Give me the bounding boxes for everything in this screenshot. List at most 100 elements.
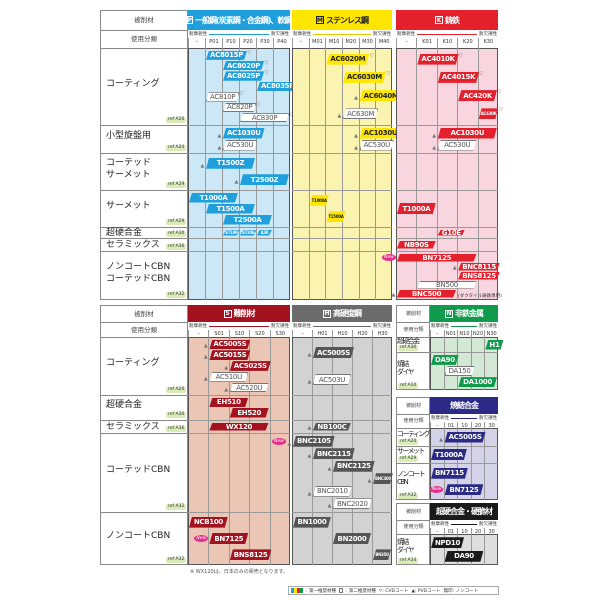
grade-ac5025s[interactable]: AC5025S — [230, 361, 271, 371]
grade-eh520[interactable]: EH520 — [230, 408, 269, 418]
grade-ac6030m[interactable]: AC6030M — [343, 72, 386, 83]
grade-bn2000[interactable]: BN2000 — [333, 533, 371, 544]
grade-ac5005s[interactable]: AC5005S — [445, 432, 486, 443]
grade-ac630m[interactable]: AC630M — [343, 108, 378, 119]
cvd-coat-icon: ▽ — [499, 107, 503, 114]
grade-bnc2105[interactable]: BNC2105 — [293, 436, 335, 447]
grade-ac4010k[interactable]: AC4010K — [417, 54, 458, 65]
grade-ncb100[interactable]: NCB100 — [189, 517, 228, 528]
grid-line — [292, 190, 392, 191]
grade-bn7115[interactable]: BN7115 — [431, 468, 468, 479]
grade-bnc8115[interactable]: BNC8115 — [458, 263, 500, 271]
page-ref: ref A29 — [398, 456, 419, 462]
grade-nb90s[interactable]: NB90S — [397, 241, 436, 249]
grid-line — [292, 395, 392, 396]
grade-da90[interactable]: DA90 — [431, 355, 459, 365]
grade-bn500[interactable]: BN500 — [417, 281, 476, 289]
pvd-coat-icon: ▲ — [217, 144, 222, 151]
grade-ac810p[interactable]: AC810P — [206, 92, 239, 101]
wear-chipping-arrow: 耐摩耗性 耐欠損性 — [430, 520, 498, 528]
grade-ac1030u[interactable]: AC1030U — [223, 128, 265, 139]
wear-label: 耐摩耗性 — [189, 324, 207, 329]
grade-ac820p[interactable]: AC820P — [223, 103, 256, 112]
grade-bn350[interactable]: BN350 — [373, 549, 391, 560]
grade-ac8020p[interactable]: AC8020P — [223, 61, 264, 70]
row-label: コーティング — [397, 429, 431, 438]
cvd-coat-icon: ▽ — [497, 89, 502, 96]
grade-bnc500[interactable]: BNC500 — [397, 290, 456, 298]
grade-da90[interactable]: DA90 — [445, 551, 484, 562]
grade-da1000[interactable]: DA1000 — [458, 377, 497, 387]
grade-ac8015p[interactable]: AC8015P — [206, 51, 247, 60]
divider — [100, 322, 188, 323]
grade-npd10[interactable]: NPD10 — [431, 537, 464, 548]
grade-ac1030u[interactable]: AC1030U — [360, 128, 402, 139]
grade-ac5005s[interactable]: AC5005S — [313, 347, 354, 358]
material-code-icon: P — [186, 16, 194, 24]
grade-bn7125[interactable]: BN7125 — [445, 484, 484, 495]
grade-ac4015k[interactable]: AC4015K — [438, 72, 479, 83]
arrow-line — [209, 33, 269, 35]
grade-ac1030u[interactable]: AC1030U — [438, 128, 497, 139]
material-code-icon: M — [316, 16, 324, 24]
grade-ac6040m[interactable]: AC6040M — [360, 90, 403, 101]
grade-st20e[interactable]: ST20E — [242, 230, 255, 235]
grade-bns8125[interactable]: BNS8125 — [458, 272, 500, 280]
grade-ac8035p[interactable]: AC8035P — [257, 82, 298, 91]
new-badge: New — [429, 486, 444, 494]
grade-bnc300[interactable]: BNC300 — [373, 473, 393, 484]
grade-ac530u[interactable]: AC530U — [360, 140, 394, 151]
pvd-coat-icon: ▲ — [307, 490, 312, 497]
grade-da150[interactable]: DA150 — [445, 366, 475, 376]
grade-g10e[interactable]: G10E — [438, 230, 465, 236]
grade-ac5015s[interactable]: AC5015S — [209, 350, 250, 360]
grade-ac5005s[interactable]: AC5005S — [209, 340, 250, 350]
grade-bnc2125[interactable]: BNC2125 — [333, 461, 375, 472]
grade-bns8125[interactable]: BNS8125 — [230, 549, 272, 560]
grade-ac530u[interactable]: AC530U — [223, 140, 257, 151]
grade-t1500z[interactable]: T1500Z — [206, 158, 255, 169]
chipping-label: 耐欠損性 — [479, 416, 497, 421]
grid-line — [396, 190, 498, 191]
legend-cvd: ▽: CVDコート — [378, 588, 409, 594]
grade-a30[interactable]: A30 — [257, 230, 272, 236]
grade-wx120[interactable]: WX120 — [209, 423, 268, 431]
grade-st10p[interactable]: ST10P — [225, 230, 238, 235]
grade-ac520u[interactable]: AC520U — [230, 383, 269, 393]
grade-bnc2020[interactable]: BNC2020 — [333, 498, 372, 509]
grade-ac510u[interactable]: AC510U — [209, 372, 248, 382]
grade-bn7125[interactable]: BN7125 — [209, 533, 248, 544]
grade-t1000a[interactable]: T1000A — [189, 193, 238, 203]
grade-t2500a[interactable]: T2500A — [223, 215, 272, 225]
page-ref-code: A34 — [407, 383, 417, 388]
page-ref: ref A32 — [166, 292, 187, 298]
wear-label: 耐摩耗性 — [189, 32, 207, 37]
grade-eh510[interactable]: EH510 — [209, 398, 248, 408]
grade-t1000a[interactable]: T1000A — [431, 449, 467, 460]
grade-t1500a[interactable]: T1500A — [326, 211, 345, 222]
grade-bn1000[interactable]: BN1000 — [293, 517, 331, 528]
column-code: – — [430, 528, 444, 535]
grade-h1[interactable]: H1 — [485, 340, 503, 350]
grade-ac430k[interactable]: AC430K — [479, 108, 499, 119]
book-ref-icon: ref — [400, 345, 408, 350]
grade-t1000a[interactable]: T1000A — [310, 195, 329, 206]
grade-nb100c[interactable]: NB100C — [313, 423, 351, 431]
legend-none: 無印: ノンコート — [443, 588, 479, 594]
grade-bnc2010[interactable]: BNC2010 — [313, 486, 352, 497]
grade-ac530u[interactable]: AC530U — [438, 140, 477, 151]
grade-t1000a[interactable]: T1000A — [397, 203, 436, 214]
grid-line — [269, 337, 271, 565]
grade-t1500a[interactable]: T1500A — [206, 204, 255, 214]
cvd-coat-icon: ▽ — [386, 70, 391, 77]
grade-bnc2115[interactable]: BNC2115 — [313, 448, 355, 459]
grade-ac6020m[interactable]: AC6020M — [326, 54, 369, 65]
grade-ac503u[interactable]: AC503U — [313, 374, 351, 385]
grade-ac830p[interactable]: AC830P — [240, 113, 289, 122]
pvd-coat-icon: ▲ — [200, 162, 205, 169]
wear-label: 耐摩耗性 — [431, 416, 449, 421]
grade-ac420k[interactable]: AC420K — [458, 90, 497, 101]
grade-t2500z[interactable]: T2500Z — [240, 174, 289, 185]
grade-bn7125[interactable]: BN7125 — [397, 254, 477, 262]
grade-ac8025p[interactable]: AC8025P — [223, 71, 264, 80]
